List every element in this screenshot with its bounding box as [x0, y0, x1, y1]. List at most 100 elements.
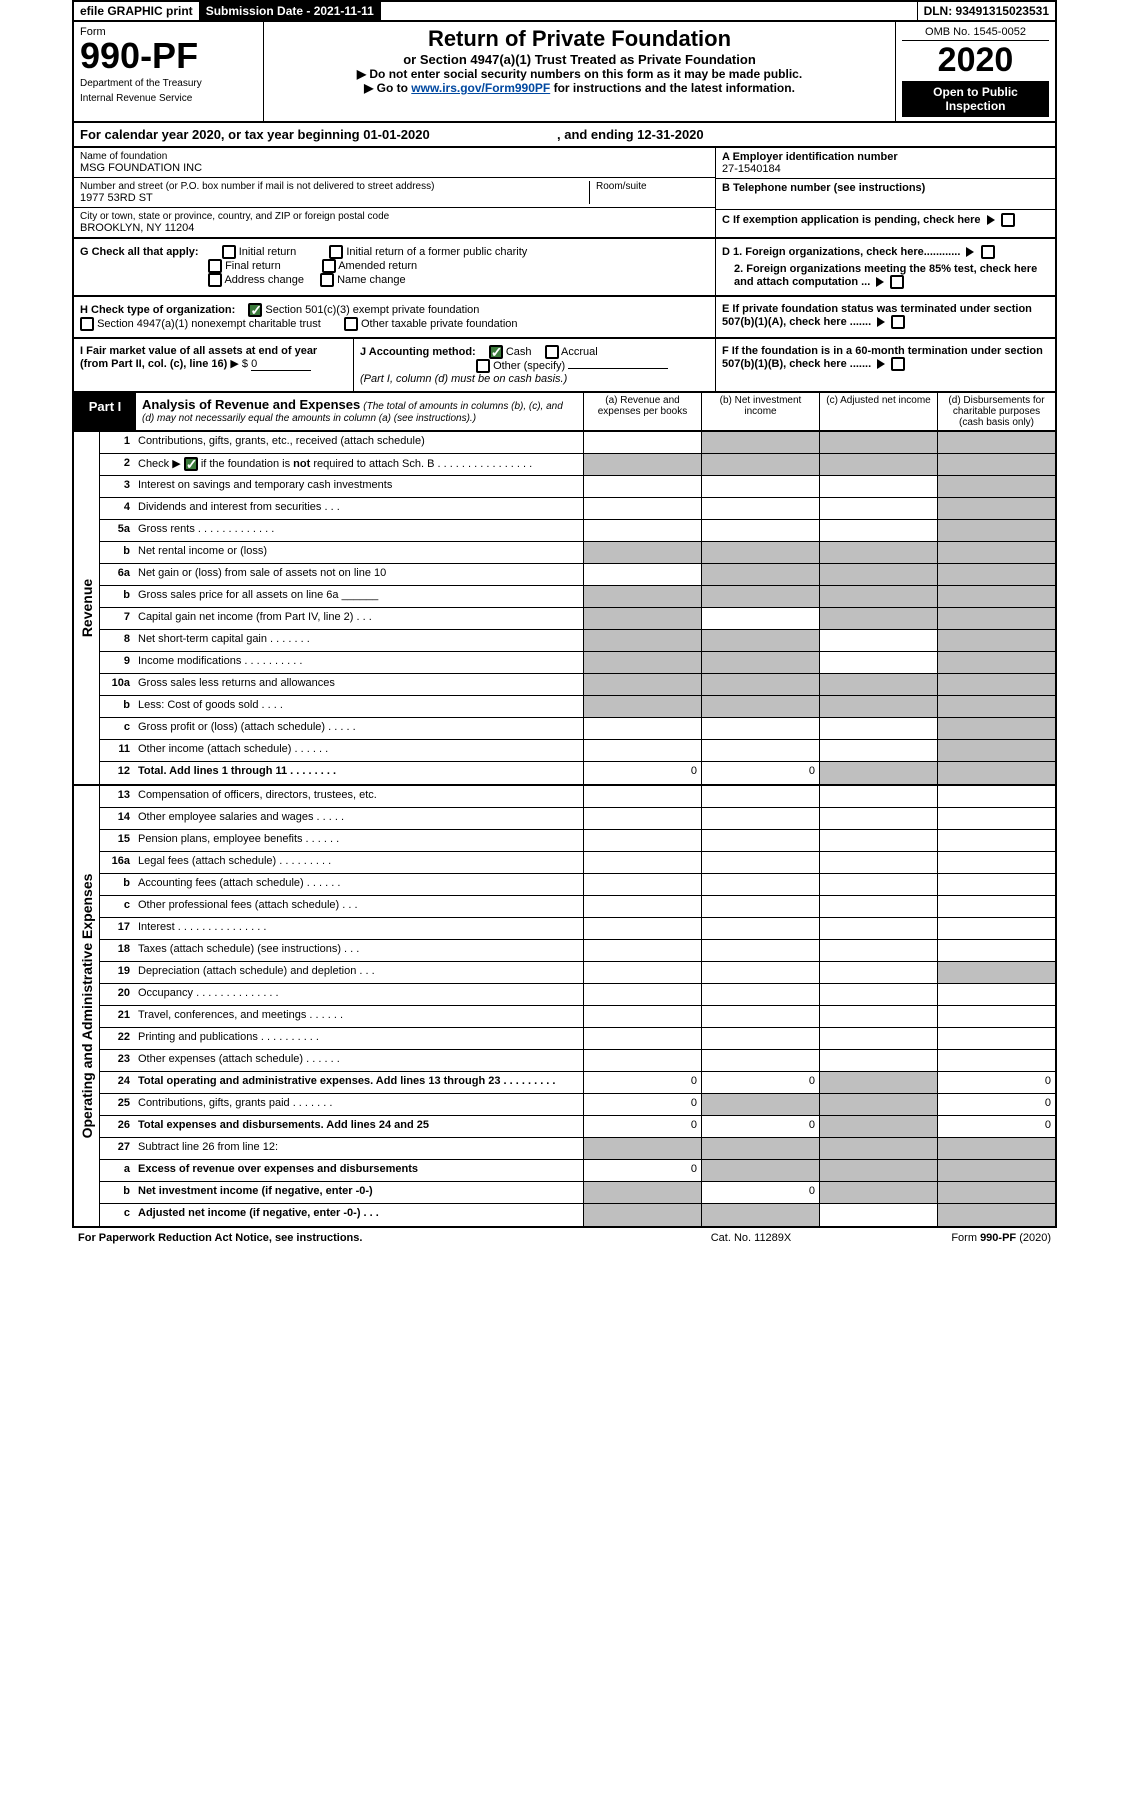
- h-501c3-checkbox[interactable]: [248, 303, 262, 317]
- revenue-vlabel: Revenue: [79, 579, 95, 637]
- omb-label: OMB No. 1545-0052: [902, 26, 1049, 41]
- name-cell: Name of foundation MSG FOUNDATION INC: [74, 148, 715, 178]
- dept-label: Department of the Treasury: [80, 78, 257, 89]
- opex-table: Operating and Administrative Expenses 13…: [72, 786, 1057, 1228]
- table-row: 17Interest . . . . . . . . . . . . . . .: [100, 918, 1055, 940]
- d1-label: D 1. Foreign organizations, check here..…: [722, 246, 960, 258]
- table-row: 21Travel, conferences, and meetings . . …: [100, 1006, 1055, 1028]
- table-row: cOther professional fees (attach schedul…: [100, 896, 1055, 918]
- table-row: 16aLegal fees (attach schedule) . . . . …: [100, 852, 1055, 874]
- ein-cell: A Employer identification number 27-1540…: [716, 148, 1055, 179]
- table-row: 9Income modifications . . . . . . . . . …: [100, 652, 1055, 674]
- f-right: F If the foundation is in a 60-month ter…: [715, 339, 1055, 391]
- address: 1977 53RD ST: [80, 192, 589, 204]
- d-right: D 1. Foreign organizations, check here..…: [715, 239, 1055, 295]
- g-o6: Name change: [337, 274, 406, 286]
- h-4947-checkbox[interactable]: [80, 317, 94, 331]
- top-bar: efile GRAPHIC print Submission Date - 20…: [72, 0, 1057, 22]
- instr-2: ▶ Go to www.irs.gov/Form990PF for instru…: [270, 81, 889, 95]
- table-row: 10aGross sales less returns and allowanc…: [100, 674, 1055, 696]
- part1-desc: Analysis of Revenue and Expenses (The to…: [136, 393, 583, 430]
- table-row: 23Other expenses (attach schedule) . . .…: [100, 1050, 1055, 1072]
- table-row: 7Capital gain net income (from Part IV, …: [100, 608, 1055, 630]
- table-row: 26Total expenses and disbursements. Add …: [100, 1116, 1055, 1138]
- part1-header: Part I Analysis of Revenue and Expenses …: [72, 393, 1057, 432]
- table-row: 8Net short-term capital gain . . . . . .…: [100, 630, 1055, 652]
- d1-checkbox[interactable]: [981, 245, 995, 259]
- j-o2: Accrual: [561, 346, 598, 358]
- arrow-icon: [877, 359, 885, 369]
- calyear-b: , and ending 12-31-2020: [557, 127, 704, 142]
- table-row: 1Contributions, gifts, grants, etc., rec…: [100, 432, 1055, 454]
- j-o3: Other (specify): [493, 360, 565, 372]
- calendar-year-row: For calendar year 2020, or tax year begi…: [72, 123, 1057, 148]
- dln-label: DLN: 93491315023531: [917, 2, 1055, 20]
- exemption-cell: C If exemption application is pending, c…: [716, 210, 1055, 230]
- revenue-rows: 1Contributions, gifts, grants, etc., rec…: [100, 432, 1055, 784]
- col-d-header: (d) Disbursements for charitable purpose…: [937, 393, 1055, 430]
- schb-checkbox[interactable]: [184, 457, 198, 471]
- h-o3: Other taxable private foundation: [361, 318, 518, 330]
- table-row: bGross sales price for all assets on lin…: [100, 586, 1055, 608]
- table-row: 15Pension plans, employee benefits . . .…: [100, 830, 1055, 852]
- irs-link[interactable]: www.irs.gov/Form990PF: [411, 81, 550, 95]
- footer-left: For Paperwork Reduction Act Notice, see …: [78, 1232, 651, 1244]
- table-row: bLess: Cost of goods sold . . . .: [100, 696, 1055, 718]
- open-inspection: Open to Public Inspection: [902, 81, 1049, 117]
- i-row: I Fair market value of all assets at end…: [72, 339, 1057, 393]
- h-o2: Section 4947(a)(1) nonexempt charitable …: [97, 318, 321, 330]
- revenue-table: Revenue 1Contributions, gifts, grants, e…: [72, 432, 1057, 786]
- footer-mid: Cat. No. 11289X: [651, 1232, 851, 1244]
- g-label: G Check all that apply:: [80, 246, 199, 258]
- year-col: OMB No. 1545-0052 2020 Open to Public In…: [895, 22, 1055, 121]
- opex-vlabel: Operating and Administrative Expenses: [79, 874, 95, 1139]
- h-left: H Check type of organization: Section 50…: [74, 297, 715, 337]
- j-mid: J Accounting method: Cash Accrual Other …: [354, 339, 715, 391]
- j-accrual-checkbox[interactable]: [545, 345, 559, 359]
- i-left: I Fair market value of all assets at end…: [74, 339, 354, 391]
- table-row: bNet investment income (if negative, ent…: [100, 1182, 1055, 1204]
- table-row: 5aGross rents . . . . . . . . . . . . .: [100, 520, 1055, 542]
- info-left: Name of foundation MSG FOUNDATION INC Nu…: [74, 148, 715, 237]
- footer: For Paperwork Reduction Act Notice, see …: [72, 1228, 1057, 1248]
- j-o1: Cash: [506, 346, 532, 358]
- form-subtitle: or Section 4947(a)(1) Trust Treated as P…: [270, 52, 889, 67]
- e-checkbox[interactable]: [891, 315, 905, 329]
- h-other-taxable-checkbox[interactable]: [344, 317, 358, 331]
- g-address-change-checkbox[interactable]: [208, 273, 222, 287]
- j-other-checkbox[interactable]: [476, 359, 490, 373]
- g-amended-return-checkbox[interactable]: [322, 259, 336, 273]
- topbar-spacer: [381, 2, 917, 20]
- g-o4: Initial return of a former public charit…: [346, 246, 527, 258]
- part1-heading: Analysis of Revenue and Expenses: [142, 397, 360, 412]
- g-o1: Initial return: [239, 246, 296, 258]
- h-o1: Section 501(c)(3) exempt private foundat…: [265, 304, 479, 316]
- arrow-icon: [987, 215, 995, 225]
- g-former-charity-checkbox[interactable]: [329, 245, 343, 259]
- form-code: 990-PF: [80, 38, 257, 74]
- d2-checkbox[interactable]: [890, 275, 904, 289]
- arrow-icon: [877, 317, 885, 327]
- g-initial-return-checkbox[interactable]: [222, 245, 236, 259]
- efile-label: efile GRAPHIC print: [74, 2, 200, 20]
- tax-year: 2020: [902, 43, 1049, 77]
- exemption-checkbox[interactable]: [1001, 213, 1015, 227]
- table-row: 2Check ▶ if the foundation is not requir…: [100, 454, 1055, 476]
- table-row: 27Subtract line 26 from line 12:: [100, 1138, 1055, 1160]
- table-row: 20Occupancy . . . . . . . . . . . . . .: [100, 984, 1055, 1006]
- table-row: 14Other employee salaries and wages . . …: [100, 808, 1055, 830]
- table-row: 24Total operating and administrative exp…: [100, 1072, 1055, 1094]
- ein-value: 27-1540184: [722, 163, 1049, 175]
- irs-label: Internal Revenue Service: [80, 93, 257, 104]
- phone-cell: B Telephone number (see instructions): [716, 179, 1055, 210]
- arrow-icon: [966, 247, 974, 257]
- g-final-return-checkbox[interactable]: [208, 259, 222, 273]
- i-value: 0: [251, 358, 311, 371]
- i-prefix: ▶ $: [230, 358, 248, 370]
- f-checkbox[interactable]: [891, 357, 905, 371]
- g-o3: Address change: [224, 274, 304, 286]
- j-cash-checkbox[interactable]: [489, 345, 503, 359]
- info-right: A Employer identification number 27-1540…: [715, 148, 1055, 237]
- col-c-header: (c) Adjusted net income: [819, 393, 937, 430]
- g-name-change-checkbox[interactable]: [320, 273, 334, 287]
